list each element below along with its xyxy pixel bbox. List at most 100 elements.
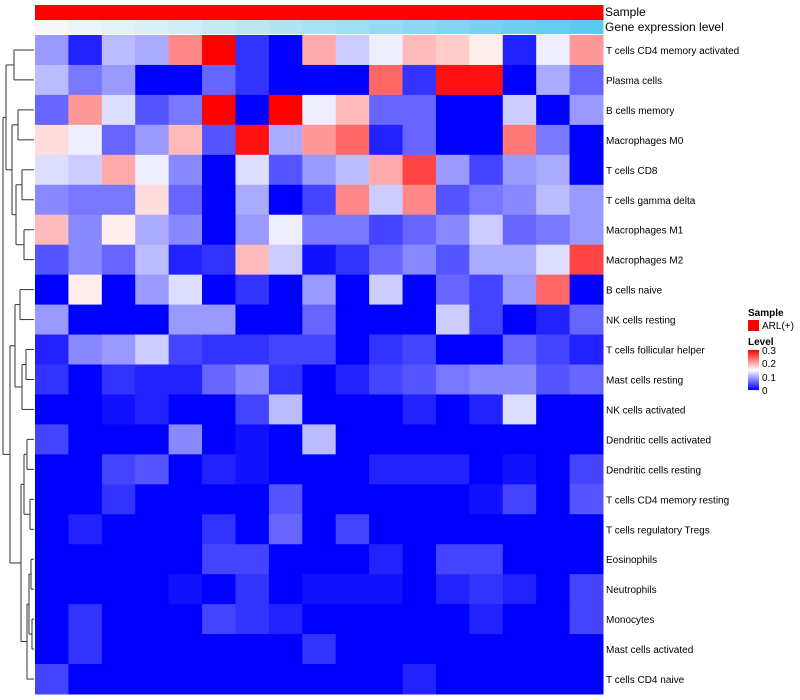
heatmap-cell [536,604,571,635]
heatmap-cell [168,154,203,186]
heatmap-cell [135,454,170,485]
heatmap-cell [469,634,504,665]
heatmap-cell [335,244,370,276]
heatmap-cell [536,634,571,665]
heatmap-cell [101,274,136,306]
heatmap-cell [569,574,604,605]
heatmap-cell [402,124,437,156]
row-label: Dendritic cells resting [606,465,701,476]
gene-expression-annotation-cell [35,20,69,34]
heatmap-cell [302,334,337,365]
heatmap-cell [369,664,404,695]
heatmap-cell [369,124,404,156]
heatmap-cell [536,544,571,575]
heatmap-cell [202,664,236,695]
heatmap-cell [569,94,604,126]
legend-level-tick: 0.3 [762,346,776,357]
heatmap-cell [135,544,170,575]
heatmap-cell [302,124,337,156]
heatmap-cell [68,544,103,575]
heatmap-cell [135,184,170,216]
heatmap-cell [402,664,437,695]
heatmap-cell [569,274,604,306]
gene-expression-annotation-cell [469,20,504,34]
heatmap-cell [101,634,136,665]
heatmap-cell [536,214,571,246]
heatmap-cell [469,604,504,635]
heatmap-cell [202,154,236,186]
heatmap-cell [302,184,337,216]
heatmap-cell [68,304,103,336]
heatmap-cell [202,484,236,515]
heatmap-cell [335,184,370,216]
row-labels: T cells CD4 memory activated Plasma cells… [606,46,739,686]
heatmap-cell [68,484,103,515]
heatmap-cell [202,124,236,156]
heatmap-cell [68,214,103,246]
heatmap-cell [335,364,370,395]
heatmap-cell [469,484,504,515]
heatmap-cell [302,484,337,515]
heatmap-cell [536,304,571,336]
heatmap-cell [135,304,170,336]
heatmap-cell [302,154,337,186]
heatmap-cell [68,94,103,126]
heatmap-cell [202,304,236,336]
heatmap-cell [569,514,604,545]
heatmap-cell [402,604,437,635]
heatmap-cell [101,484,136,515]
heatmap-cell [369,574,404,605]
row-label: B cells naive [606,286,663,297]
heatmap-cell [402,424,437,455]
sample-annotation-cell [469,5,504,20]
heatmap-cell [335,154,370,186]
heatmap-cell [68,664,103,695]
heatmap-cell [235,514,270,545]
heatmap-cell [202,334,236,365]
heatmap-cell [435,514,470,545]
heatmap-cell [335,35,370,66]
heatmap-cell [101,35,136,66]
sample-annotation-cell [135,5,170,20]
heatmap-cell [435,64,470,96]
heatmap-cell [536,274,571,306]
heatmap-cell [435,364,470,395]
heatmap-cell [235,454,270,485]
heatmap-cell [101,454,136,485]
heatmap-cell [68,364,103,395]
heatmap-cell [202,544,236,575]
heatmap-cell [335,94,370,126]
heatmap-cell [135,604,170,635]
heatmap-cell [369,364,404,395]
heatmap-cell [135,334,170,365]
heatmap-cell [335,454,370,485]
heatmap-cell [268,484,303,515]
heatmap-cell [268,154,303,186]
heatmap-cell [569,124,604,156]
sample-annotation-cell [435,5,470,20]
heatmap-cell [569,334,604,365]
heatmap-cell [569,214,604,246]
heatmap-cell [502,184,537,216]
heatmap-cell [402,274,437,306]
row-label: Macrophages M1 [606,226,684,237]
heatmap-cell [168,574,203,605]
heatmap-cell [369,424,404,455]
heatmap-cell [101,124,136,156]
heatmap-cell [135,94,170,126]
heatmap-cell [101,304,136,336]
heatmap-cell [68,244,103,276]
heatmap-cell [402,454,437,485]
heatmap-cell [402,64,437,96]
sample-annotation-cell [168,5,203,20]
heatmap-cell [335,124,370,156]
heatmap-cell [268,514,303,545]
heatmap-cell [302,574,337,605]
heatmap-cell [235,484,270,515]
heatmap-cell [335,394,370,425]
heatmap-cell [469,514,504,545]
heatmap-cell [402,304,437,336]
heatmap-cell [235,334,270,365]
heatmap-cell [235,124,270,156]
heatmap-cell [268,64,303,96]
